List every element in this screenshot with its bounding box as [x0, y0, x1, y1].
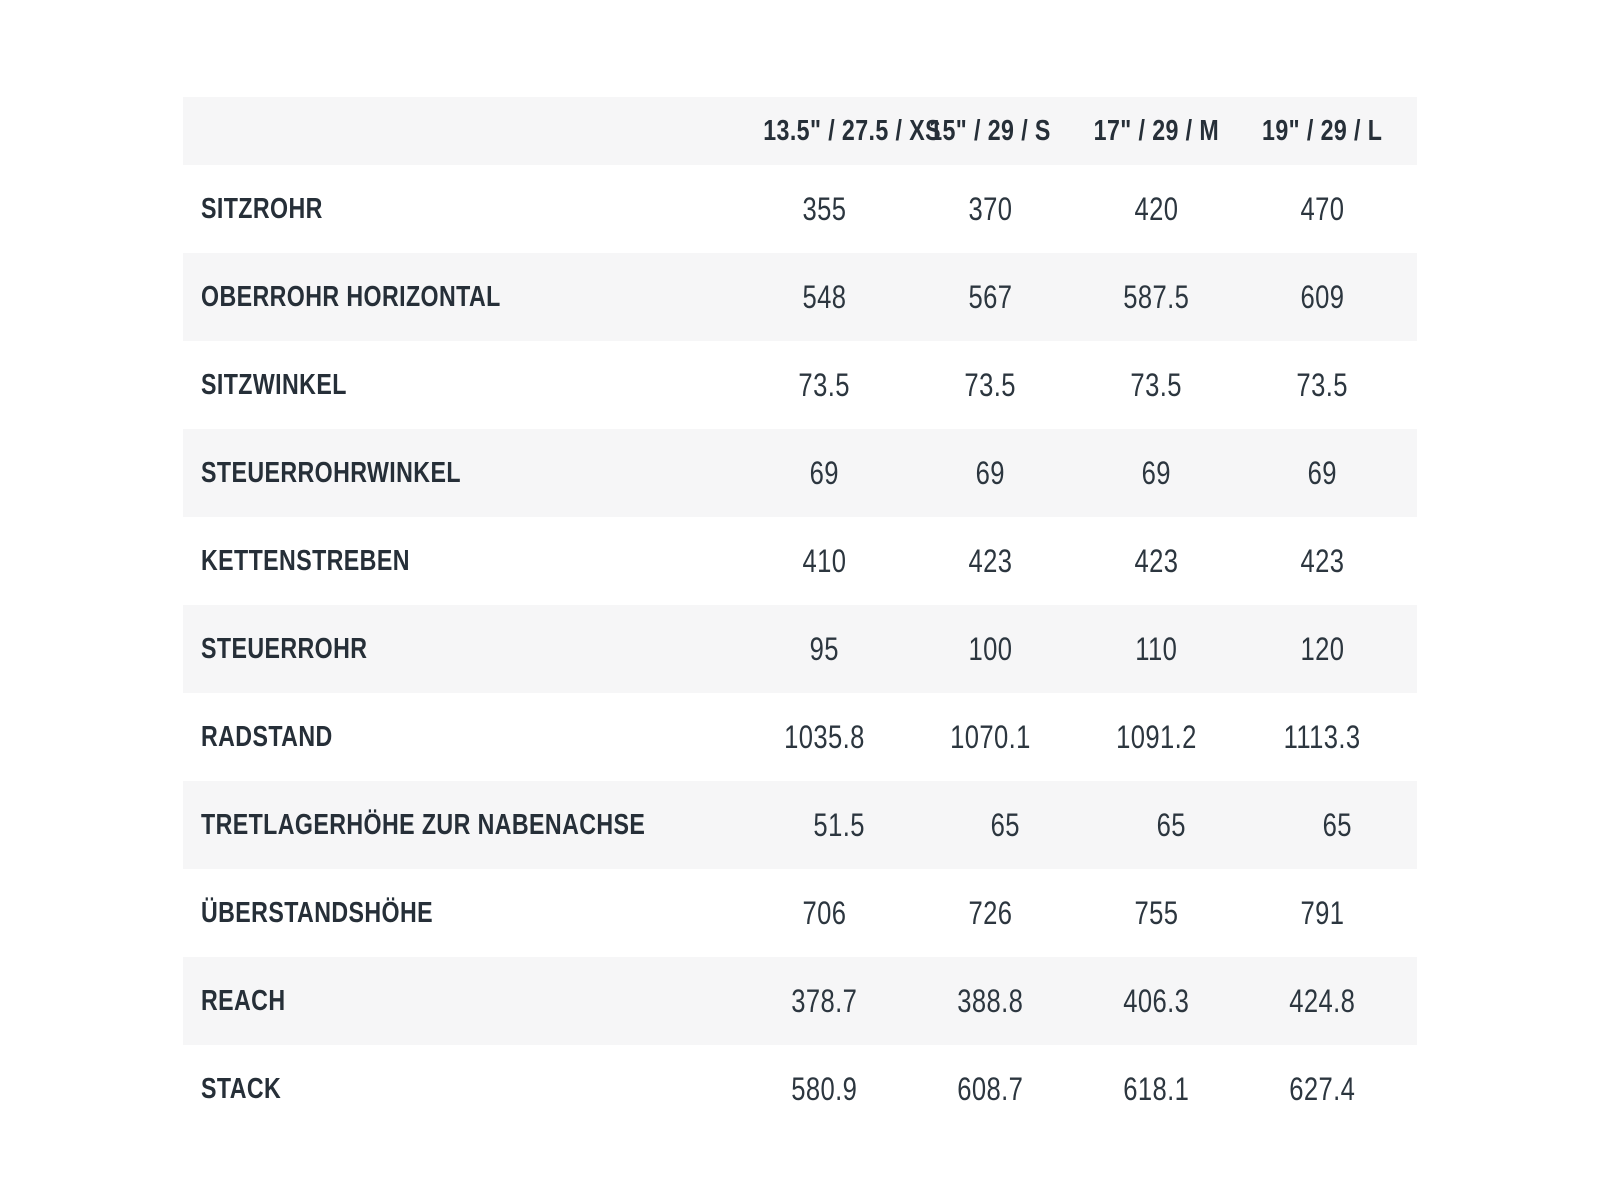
cell-value: 410 [802, 542, 846, 579]
column-header-label: 15" / 29 / S [929, 114, 1051, 147]
cell-value: 51.5 [813, 806, 866, 843]
column-header-xs: 13.5" / 27.5 / XS [741, 115, 940, 148]
cell-value: 73.5 [1296, 366, 1348, 403]
row-label: SITZWINKEL [201, 368, 347, 401]
row-label: RADSTAND [201, 720, 333, 753]
cell-value: 100 [968, 630, 1012, 667]
cell-value: 726 [968, 894, 1012, 931]
cell-value: 120 [1300, 630, 1344, 667]
cell-value: 69 [1141, 454, 1171, 491]
cell-value: 609 [1300, 278, 1344, 315]
cell-value: 355 [802, 190, 846, 227]
row-label: TRETLAGERHÖHE ZUR NABENACHSE [201, 808, 646, 841]
cell-value: 1113.3 [1283, 718, 1361, 755]
geometry-table: 13.5" / 27.5 / XS 15" / 29 / S 17" / 29 … [183, 97, 1417, 1133]
cell-value: 1035.8 [783, 718, 865, 755]
cell-value: 110 [1134, 630, 1177, 667]
cell-value: 548 [802, 278, 846, 315]
column-header-l: 19" / 29 / L [1239, 115, 1405, 148]
row-label: OBERROHR HORIZONTAL [201, 280, 501, 313]
cell-value: 608.7 [956, 1070, 1024, 1107]
cell-value: 580.9 [790, 1070, 858, 1107]
cell-value: 65 [990, 806, 1020, 843]
cell-value: 73.5 [964, 366, 1016, 403]
table-row: STEUERROHRWINKEL 69 69 69 69 [183, 429, 1417, 517]
table-row: SITZWINKEL 73.5 73.5 73.5 73.5 [183, 341, 1417, 429]
cell-value: 423 [1300, 542, 1344, 579]
column-header-label: 13.5" / 27.5 / XS [763, 114, 941, 147]
cell-value: 69 [809, 454, 839, 491]
row-label: STEUERROHR [201, 632, 368, 665]
cell-value: 69 [1307, 454, 1337, 491]
column-header-label: 19" / 29 / L [1261, 114, 1383, 147]
cell-value: 378.7 [790, 982, 858, 1019]
row-label: STACK [201, 1072, 282, 1105]
cell-value: 423 [1134, 542, 1178, 579]
row-label: SITZROHR [201, 192, 323, 225]
cell-value: 65 [1322, 806, 1352, 843]
cell-value: 95 [809, 630, 839, 667]
table-row: ÜBERSTANDSHÖHE 706 726 755 791 [183, 869, 1417, 957]
cell-value: 73.5 [1130, 366, 1182, 403]
table-header-row: 13.5" / 27.5 / XS 15" / 29 / S 17" / 29 … [183, 97, 1417, 165]
column-header-m: 17" / 29 / M [1073, 115, 1239, 148]
table-row: KETTENSTREBEN 410 423 423 423 [183, 517, 1417, 605]
cell-value: 1070.1 [949, 718, 1031, 755]
cell-value: 791 [1300, 894, 1344, 931]
table-row: SITZROHR 355 370 420 470 [183, 165, 1417, 253]
table-row: TRETLAGERHÖHE ZUR NABENACHSE 51.5 65 65 … [183, 781, 1417, 869]
cell-value: 587.5 [1122, 278, 1190, 315]
cell-value: 627.4 [1288, 1070, 1356, 1107]
cell-value: 470 [1300, 190, 1344, 227]
column-header-s: 15" / 29 / S [907, 115, 1073, 148]
cell-value: 424.8 [1288, 982, 1356, 1019]
row-label: REACH [201, 984, 286, 1017]
cell-value: 706 [802, 894, 846, 931]
cell-value: 1091.2 [1115, 718, 1197, 755]
row-label: STEUERROHRWINKEL [201, 456, 461, 489]
cell-value: 567 [968, 278, 1012, 315]
cell-value: 65 [1156, 806, 1186, 843]
cell-value: 420 [1134, 190, 1178, 227]
table-row: STEUERROHR 95 100 110 120 [183, 605, 1417, 693]
row-label: ÜBERSTANDSHÖHE [201, 896, 434, 929]
table-row: OBERROHR HORIZONTAL 548 567 587.5 609 [183, 253, 1417, 341]
table-row: STACK 580.9 608.7 618.1 627.4 [183, 1045, 1417, 1133]
cell-value: 618.1 [1122, 1070, 1190, 1107]
table-row: REACH 378.7 388.8 406.3 424.8 [183, 957, 1417, 1045]
cell-value: 388.8 [956, 982, 1024, 1019]
cell-value: 423 [968, 542, 1012, 579]
cell-value: 73.5 [798, 366, 850, 403]
table-row: RADSTAND 1035.8 1070.1 1091.2 1113.3 [183, 693, 1417, 781]
cell-value: 370 [968, 190, 1012, 227]
cell-value: 755 [1134, 894, 1178, 931]
row-label: KETTENSTREBEN [201, 544, 410, 577]
cell-value: 69 [975, 454, 1005, 491]
cell-value: 406.3 [1122, 982, 1190, 1019]
column-header-label: 17" / 29 / M [1093, 114, 1219, 147]
